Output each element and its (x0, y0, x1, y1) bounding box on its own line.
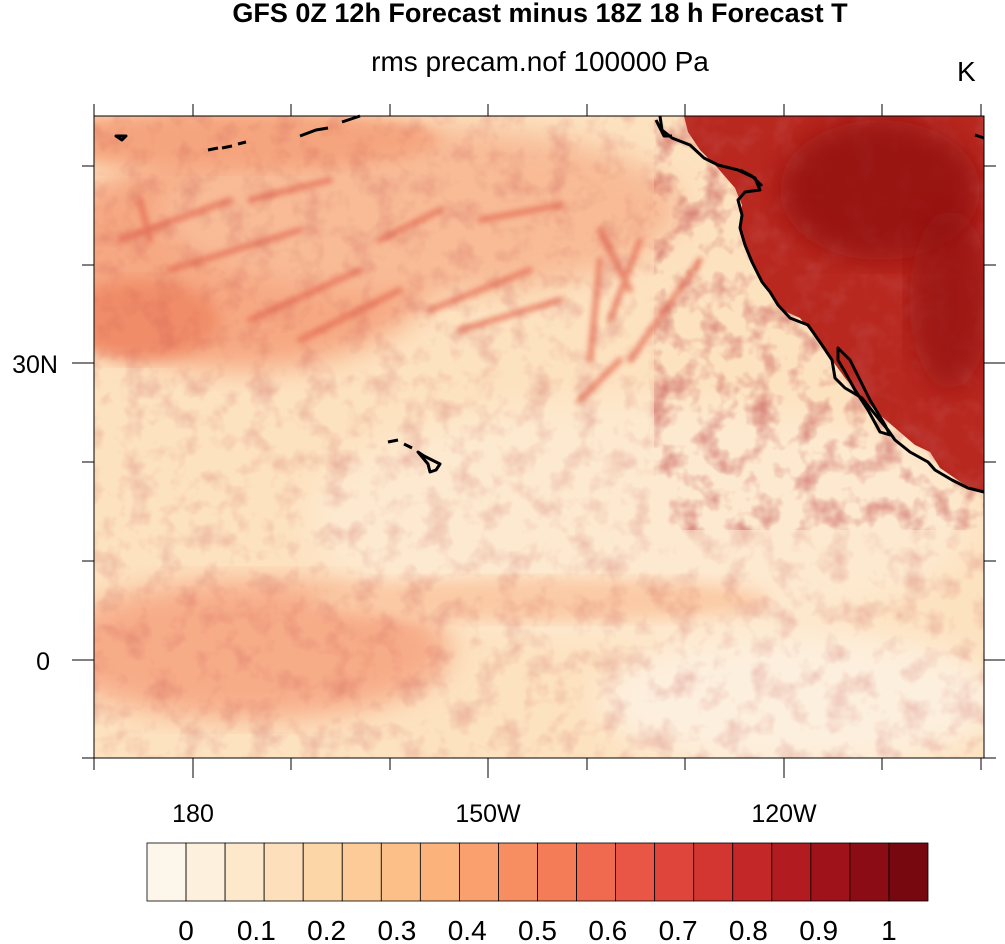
baja-california (836, 346, 892, 437)
map-subtitle: rms precam.nof 100000 Pa (371, 46, 709, 77)
colorbar-swatch (693, 842, 734, 902)
puget-sound (739, 168, 764, 188)
colorbar-labels: 0 0.1 0.2 0.3 0.4 0.5 0.6 0.7 0.8 0.9 1 (178, 915, 896, 944)
colorbar-label: 0 (178, 915, 194, 944)
lon-label: 150W (455, 800, 521, 828)
colorbar-label: 0.1 (237, 915, 276, 944)
colorbar-swatch (576, 842, 616, 902)
colorbar-swatch (458, 842, 499, 902)
colorbar-label: 0.2 (307, 915, 346, 944)
plot-frame (93, 115, 985, 759)
island (114, 134, 128, 142)
lon-label: 180 (172, 800, 214, 828)
colorbar-swatch (771, 842, 812, 902)
colorbar-swatch (810, 842, 851, 902)
aleutian-islands (207, 140, 247, 152)
units-label: K (957, 56, 976, 87)
north-america-coast (658, 115, 985, 494)
colorbar-swatch (263, 842, 304, 902)
colorbar-swatch (146, 842, 187, 902)
colorbar-swatch (615, 842, 656, 902)
colorbar-swatch (380, 842, 421, 902)
lon-label: 120W (751, 800, 817, 828)
map-title: GFS 0Z 12h Forecast minus 18Z 18 h Forec… (232, 0, 848, 28)
map-field (94, 116, 984, 758)
colorbar-swatch (419, 842, 460, 902)
colorbar-swatch (302, 842, 343, 902)
colorbar-label: 0.3 (377, 915, 416, 944)
lat-label: 30N (12, 351, 58, 379)
colorbar-label: 0.4 (448, 915, 487, 944)
colorbar-swatch (849, 842, 890, 902)
colorbar-label: 0.5 (518, 915, 557, 944)
coastlines (114, 114, 985, 494)
colorbar-swatch (498, 842, 538, 902)
colorbar-label: 1 (881, 915, 897, 944)
vancouver-island (654, 119, 672, 138)
colorbar-swatch (654, 842, 695, 902)
hawaii-islands (387, 438, 442, 474)
colorbar-label: 0.6 (588, 915, 627, 944)
axis-ticks (72, 104, 1005, 778)
lat-label: 0 (36, 648, 50, 676)
colorbar-label: 0.7 (659, 915, 698, 944)
colorbar-swatch (224, 842, 265, 902)
colorbar-swatch (341, 842, 382, 902)
colorbar-swatch (732, 842, 773, 902)
colorbar-label: 0.9 (799, 915, 838, 944)
coast-fragment (974, 133, 985, 140)
land-maximum (910, 210, 984, 390)
colorbar-swatch (185, 842, 226, 902)
colorbar-swatch (888, 842, 929, 902)
colorbar-label: 0.8 (729, 915, 768, 944)
colorbar (146, 842, 929, 902)
aleutian-islands (299, 114, 361, 138)
colorbar-swatch (537, 842, 577, 902)
